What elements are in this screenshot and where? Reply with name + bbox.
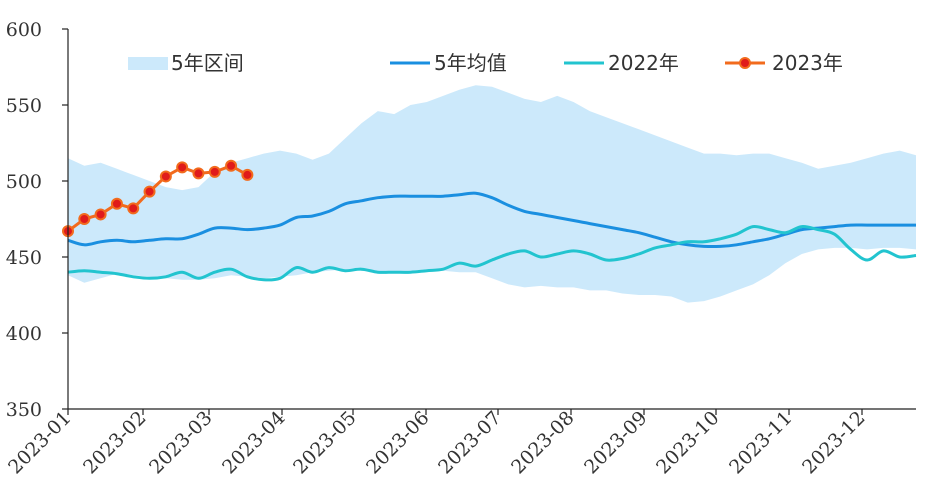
year-2023-point xyxy=(94,208,107,221)
x-tick-label: 2023-06 xyxy=(362,407,433,478)
x-tick-label: 2023-11 xyxy=(725,407,796,478)
y-tick-label: 350 xyxy=(6,399,42,421)
x-tick-label: 2023-02 xyxy=(79,407,150,478)
year-2023-point xyxy=(143,185,156,198)
legend-item-2022: 2022年 xyxy=(564,51,679,75)
x-tick-label: 2023-12 xyxy=(798,407,869,478)
lines-layer xyxy=(62,159,917,282)
legend-label: 2023年 xyxy=(772,51,843,75)
year-2022-line xyxy=(67,224,917,282)
legend-label: 5年均值 xyxy=(434,51,507,75)
legend-item-five-year-average: 5年均值 xyxy=(390,51,507,75)
legend-marker xyxy=(739,57,751,69)
year-2023-point xyxy=(225,159,238,172)
year-2023-point xyxy=(78,213,91,225)
legend-swatch xyxy=(128,57,168,70)
x-tick-label: 2023-05 xyxy=(289,407,360,478)
year-2023-point xyxy=(127,202,140,215)
year-2023-point xyxy=(208,165,221,178)
y-tick-label: 600 xyxy=(6,19,42,41)
y-tick-label: 450 xyxy=(6,247,42,269)
range-band-layer xyxy=(68,85,916,303)
legend: 5年区间 5年均值 2022年 2023年 xyxy=(128,51,843,75)
x-tick-label: 2023-07 xyxy=(434,407,505,478)
x-tick-label: 2023-04 xyxy=(218,407,289,478)
range-band-area xyxy=(68,85,916,303)
five-year-average-line xyxy=(67,191,916,249)
legend-label: 2022年 xyxy=(608,51,679,75)
year-2023-point xyxy=(176,161,189,174)
year-2023-point xyxy=(110,197,123,210)
y-tick-label: 400 xyxy=(6,323,42,345)
legend-item-five-year-range: 5年区间 xyxy=(128,51,244,75)
y-tick-label: 500 xyxy=(6,171,42,193)
legend-label: 5年区间 xyxy=(171,51,244,75)
x-tick-label: 2023-03 xyxy=(145,407,216,478)
year-2023-point xyxy=(192,167,205,180)
legend-item-2023: 2023年 xyxy=(725,51,843,75)
y-tick-label: 550 xyxy=(6,95,42,117)
x-tick-label: 2023-09 xyxy=(580,407,651,478)
x-tick-label: 2023-08 xyxy=(507,407,578,478)
year-2023-point xyxy=(241,168,254,181)
year-2023-point xyxy=(159,170,172,183)
x-tick-label: 2023-10 xyxy=(652,407,723,478)
